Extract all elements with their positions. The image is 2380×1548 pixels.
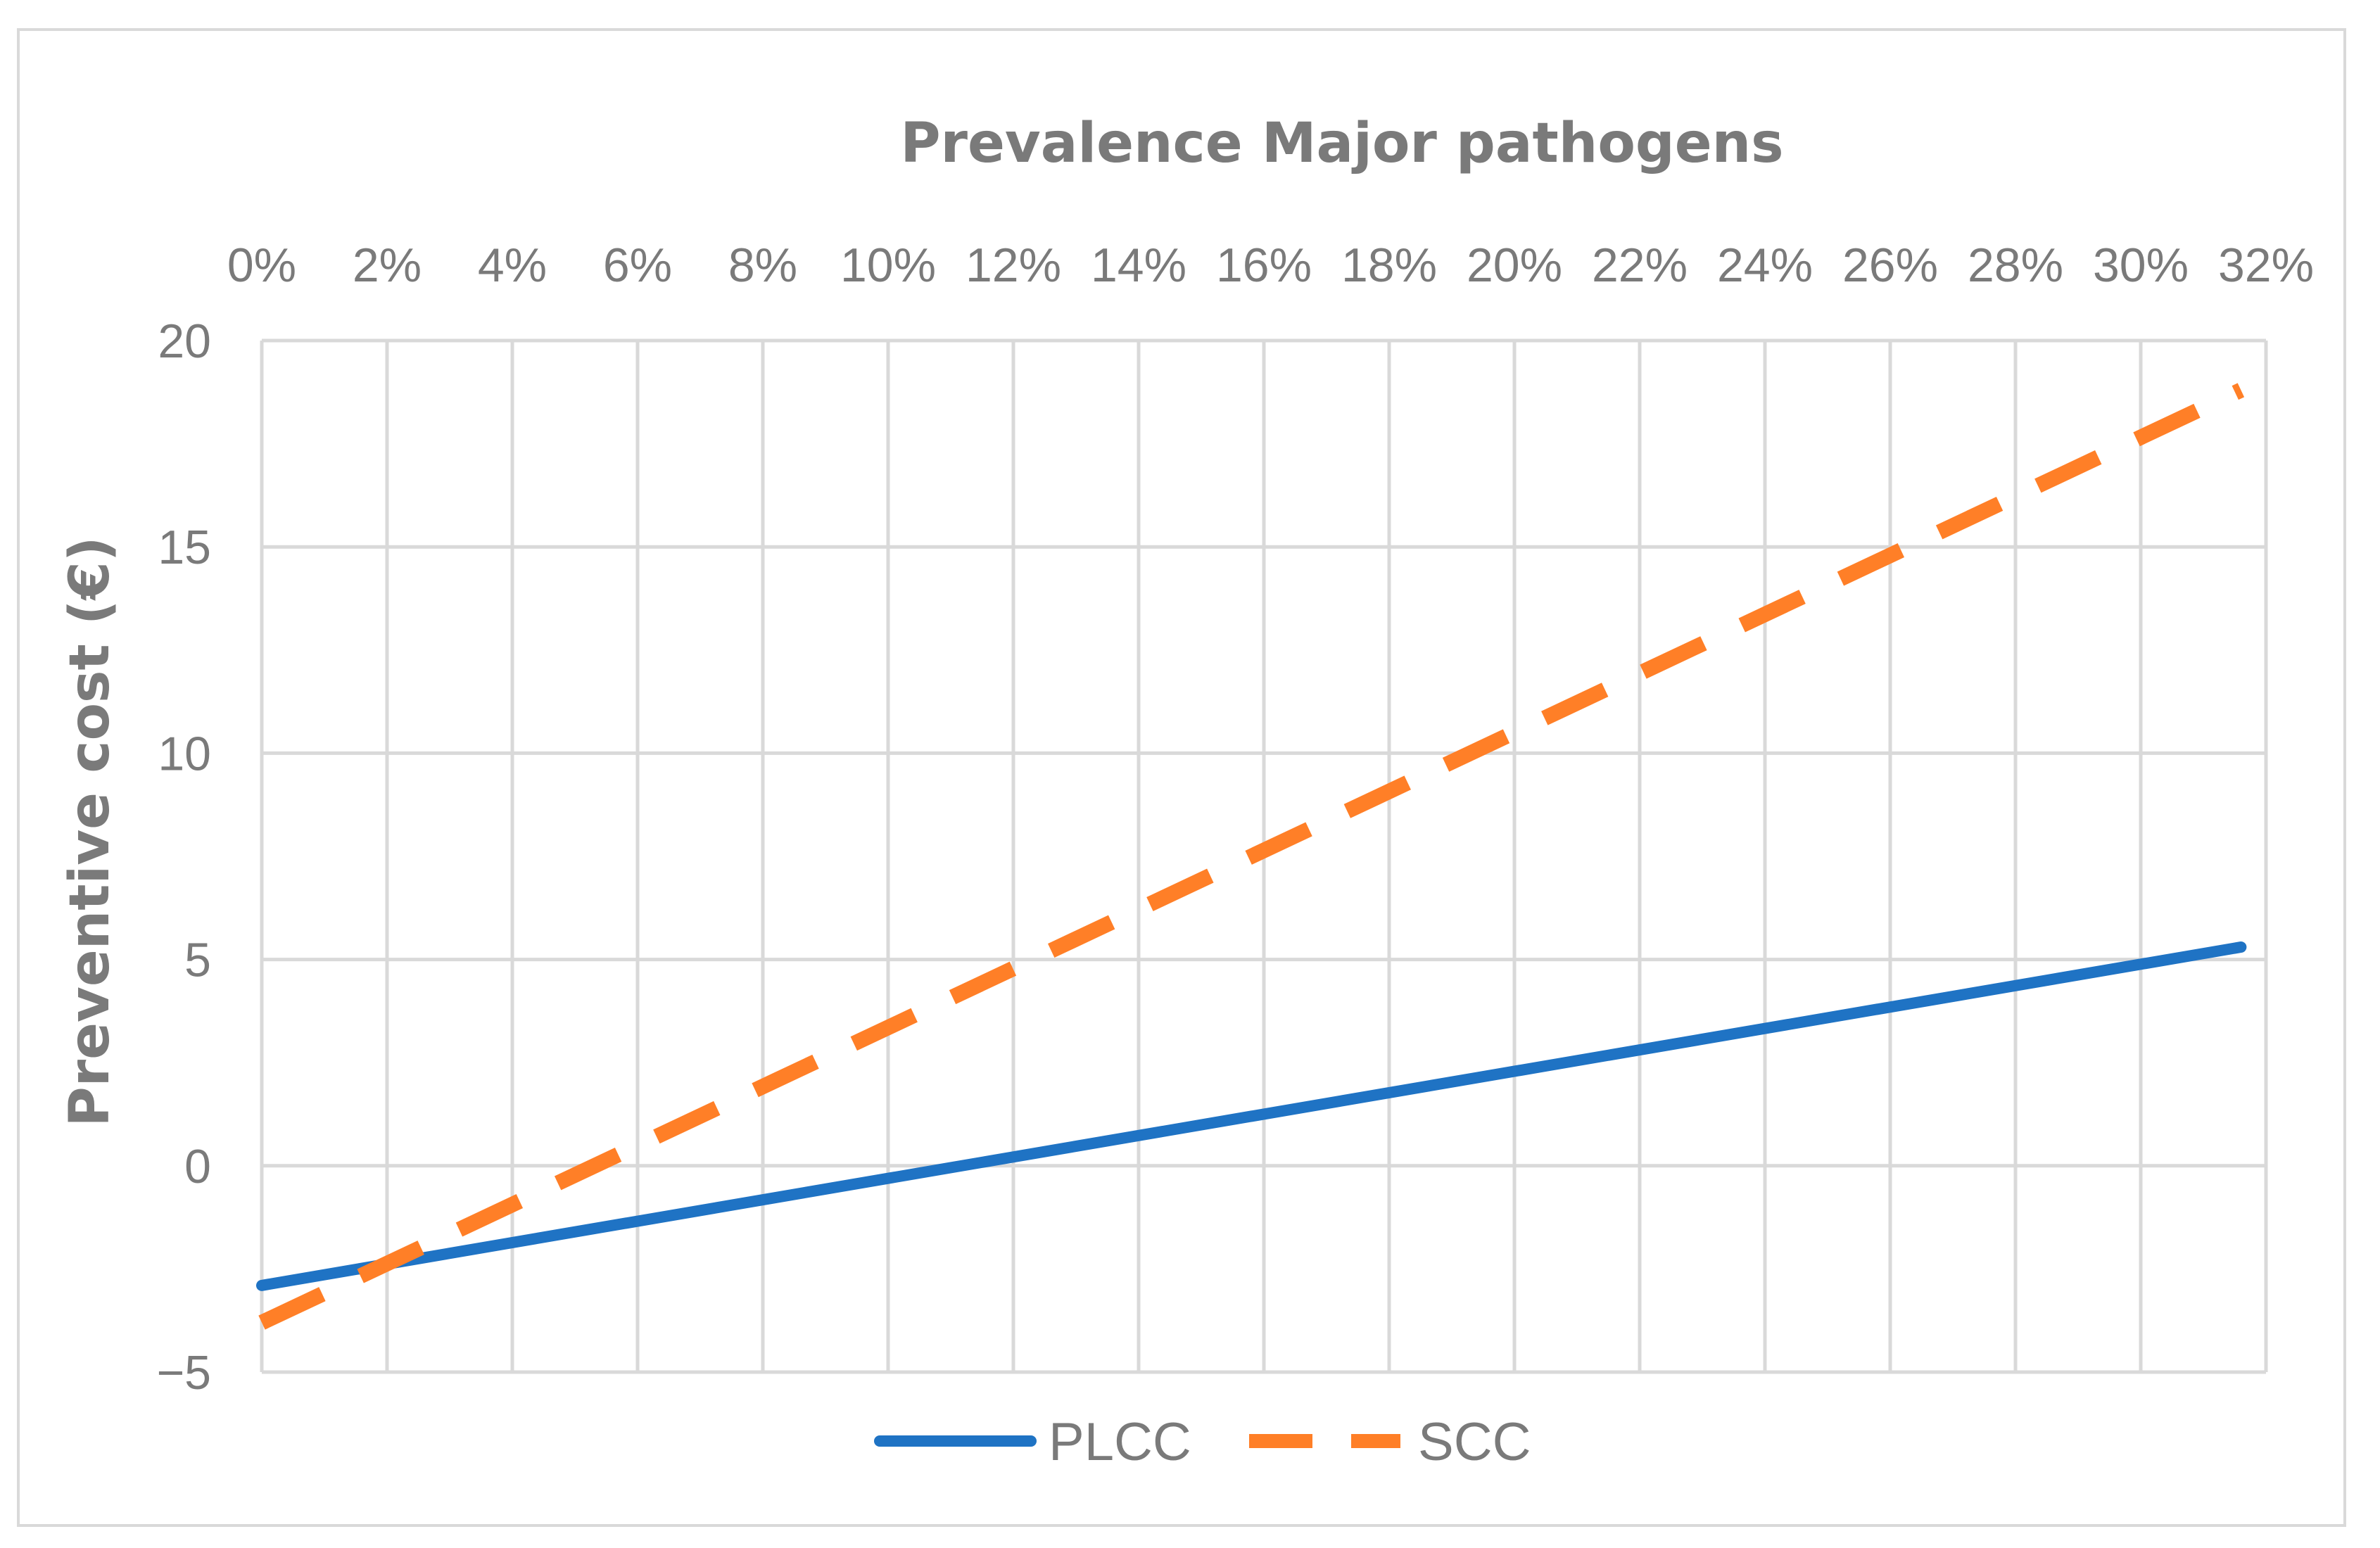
y-tick-label: 0 xyxy=(184,1140,211,1193)
grid-layer xyxy=(260,338,2268,1374)
y-tick-label: 10 xyxy=(158,727,211,780)
x-tick-label: 4% xyxy=(478,239,547,292)
x-tick-label: 14% xyxy=(1091,239,1186,292)
y-axis-title: Preventive cost (€) xyxy=(58,537,122,1127)
y-tick-label: 20 xyxy=(158,315,211,368)
x-axis-title: Prevalence Major pathogens xyxy=(900,112,1783,175)
x-tick-label: 18% xyxy=(1341,239,1437,292)
x-tick-label: 22% xyxy=(1592,239,1688,292)
x-tick-label: 8% xyxy=(728,239,797,292)
x-tick-label: 6% xyxy=(603,239,672,292)
y-tick-label: 5 xyxy=(184,934,211,987)
x-tick-label: 16% xyxy=(1216,239,1312,292)
x-tick-label: 26% xyxy=(1842,239,1938,292)
x-tick-label: 0% xyxy=(227,239,296,292)
x-tick-label: 24% xyxy=(1717,239,1813,292)
x-tick-label: 32% xyxy=(2218,239,2314,292)
x-tick-label: 10% xyxy=(840,239,936,292)
series-layer xyxy=(256,383,2247,1330)
series-line-scc xyxy=(258,383,2245,1330)
x-tick-label: 30% xyxy=(2093,239,2189,292)
tick-layer: 0% 2% 4% 6% 8% 10% 12% 14% 16% 18% 20% 22% 24% 26% 28%… xyxy=(156,239,2314,1400)
y-tick-label: 15 xyxy=(158,521,211,574)
legend: PLCC SCC xyxy=(874,1412,1531,1472)
x-tick-label: 20% xyxy=(1467,239,1562,292)
legend-label-plcc: PLCC xyxy=(1049,1412,1191,1472)
legend-label-scc: SCC xyxy=(1418,1412,1531,1472)
x-tick-label: 2% xyxy=(353,239,422,292)
chart-frame xyxy=(17,28,2346,1527)
x-tick-label: 28% xyxy=(1968,239,2063,292)
series-line-plcc xyxy=(256,941,2247,1291)
x-tick-label: 12% xyxy=(966,239,1061,292)
y-tick-label: −5 xyxy=(156,1346,211,1400)
